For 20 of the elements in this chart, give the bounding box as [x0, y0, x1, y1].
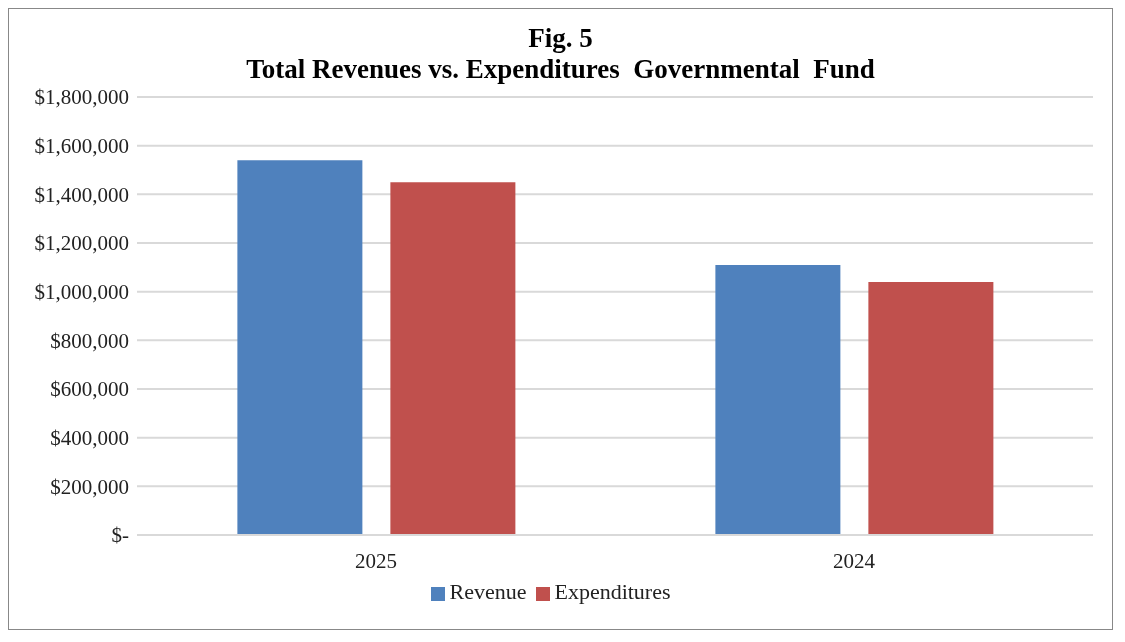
y-tick-label: $800,000 — [50, 328, 129, 353]
y-tick-label: $1,800,000 — [34, 85, 129, 110]
bar — [868, 281, 994, 535]
legend-label: Expenditures — [554, 579, 671, 604]
y-tick-label: $600,000 — [50, 377, 129, 402]
x-tick-label: 2025 — [355, 548, 397, 573]
y-tick-label: $200,000 — [50, 474, 129, 499]
x-tick-label: 2024 — [833, 548, 876, 573]
bar — [715, 264, 841, 535]
legend-label: Revenue — [449, 579, 527, 604]
chart-subtitle: Total Revenues vs. Expenditures Governmental Fund — [245, 54, 876, 85]
y-tick-label: $1,000,000 — [34, 280, 129, 305]
bar — [237, 160, 363, 535]
y-tick-label: $1,400,000 — [34, 182, 129, 207]
y-tick-label: $1,200,000 — [34, 231, 129, 256]
chart-title: Fig. 5 — [527, 23, 594, 54]
y-tick-label: $400,000 — [50, 426, 129, 451]
y-tick-label: $1,600,000 — [34, 134, 129, 159]
bar — [390, 182, 516, 535]
y-tick-label: $- — [111, 523, 129, 548]
